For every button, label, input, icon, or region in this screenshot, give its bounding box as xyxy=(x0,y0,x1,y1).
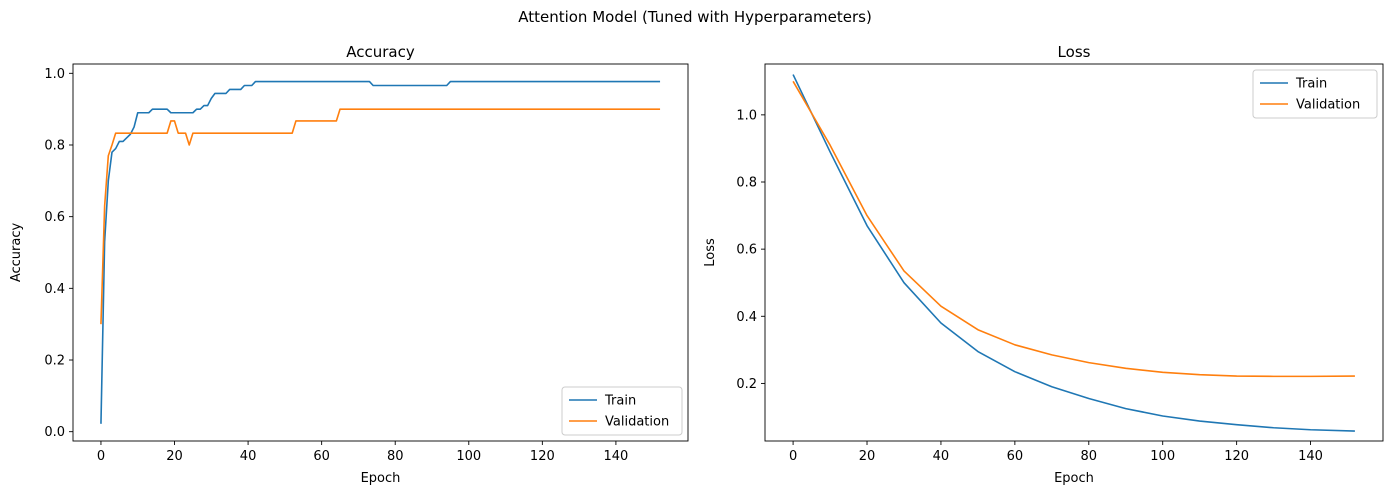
legend: Train Validation xyxy=(561,386,683,436)
y-tick-label: 0.4 xyxy=(736,310,757,325)
x-tick-label: 100 xyxy=(1150,449,1175,464)
x-tick-label: 80 xyxy=(387,449,404,464)
series-line-validation xyxy=(100,108,661,325)
figure-suptitle: Attention Model (Tuned with Hyperparamet… xyxy=(518,8,872,26)
panel-title: Accuracy xyxy=(346,43,415,61)
x-tick-label: 140 xyxy=(1298,449,1323,464)
series-line-validation xyxy=(792,80,1355,378)
y-axis-label: Loss xyxy=(703,238,718,267)
y-tick-label: 0.0 xyxy=(44,425,65,440)
panel-title: Loss xyxy=(1058,43,1091,61)
x-tick-label: 100 xyxy=(456,449,481,464)
x-tick-label: 120 xyxy=(1224,449,1249,464)
series-line-train xyxy=(100,80,661,424)
y-tick-label: 0.2 xyxy=(44,354,65,369)
x-tick-label: 60 xyxy=(313,449,330,464)
legend-label-validation: Validation xyxy=(1296,98,1360,113)
legend-label-train: Train xyxy=(604,394,636,409)
x-tick-label: 20 xyxy=(859,449,876,464)
y-tick-label: 0.6 xyxy=(736,243,757,258)
x-tick-label: 80 xyxy=(1081,449,1098,464)
x-tick-label: 140 xyxy=(603,449,628,464)
x-axis-label: Epoch xyxy=(1054,471,1094,486)
loss-panel: 0 20 40 60 80 100 120 140 0.2 0.4 0.6 0.8 1.0 Loss Epo… xyxy=(703,43,1384,486)
y-tick-label: 0.2 xyxy=(736,377,757,392)
series-line-train xyxy=(792,74,1355,432)
x-axis-label: Epoch xyxy=(361,471,401,486)
x-tick-label: 120 xyxy=(530,449,555,464)
plot-frame xyxy=(764,63,1384,442)
accuracy-panel: 0 20 40 60 80 100 120 140 0.0 0.2 0.4 0.6 0.8 1.0 Accu… xyxy=(9,43,689,486)
y-tick-label: 0.8 xyxy=(44,138,65,153)
y-tick-label: 0.6 xyxy=(44,210,65,225)
x-tick-label: 40 xyxy=(240,449,257,464)
legend-box xyxy=(561,386,683,436)
x-tick-label: 0 xyxy=(97,449,105,464)
legend-box xyxy=(1252,69,1378,119)
y-tick-label: 0.8 xyxy=(736,176,757,191)
x-tick-label: 20 xyxy=(166,449,183,464)
legend-label-train: Train xyxy=(1295,77,1327,92)
plot-frame xyxy=(72,63,689,442)
legend-label-validation: Validation xyxy=(605,415,669,430)
x-tick-label: 40 xyxy=(933,449,950,464)
legend: Train Validation xyxy=(1252,69,1378,119)
y-tick-label: 1.0 xyxy=(736,108,757,123)
y-tick-label: 1.0 xyxy=(44,67,65,82)
x-tick-label: 0 xyxy=(789,449,797,464)
x-tick-label: 60 xyxy=(1007,449,1024,464)
y-tick-label: 0.4 xyxy=(44,282,65,297)
y-axis-label: Accuracy xyxy=(9,223,24,283)
